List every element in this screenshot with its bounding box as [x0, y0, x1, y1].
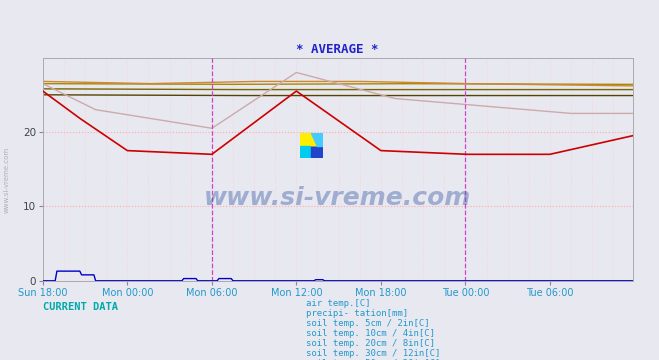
- Polygon shape: [312, 133, 323, 146]
- Text: soil temp. 30cm / 12in[C]: soil temp. 30cm / 12in[C]: [306, 349, 441, 359]
- Text: soil temp. 50cm / 20in[C]: soil temp. 50cm / 20in[C]: [306, 359, 441, 360]
- Text: www.si-vreme.com: www.si-vreme.com: [3, 147, 10, 213]
- Title: * AVERAGE *: * AVERAGE *: [297, 44, 379, 57]
- Polygon shape: [300, 133, 317, 146]
- Text: soil temp. 20cm / 8in[C]: soil temp. 20cm / 8in[C]: [306, 339, 436, 348]
- Polygon shape: [312, 133, 323, 146]
- Polygon shape: [300, 133, 312, 146]
- Text: soil temp. 5cm / 2in[C]: soil temp. 5cm / 2in[C]: [306, 319, 430, 328]
- Polygon shape: [312, 146, 323, 158]
- Text: www.si-vreme.com: www.si-vreme.com: [204, 186, 471, 210]
- Text: CURRENT DATA: CURRENT DATA: [43, 302, 118, 312]
- Text: soil temp. 10cm / 4in[C]: soil temp. 10cm / 4in[C]: [306, 329, 436, 338]
- Polygon shape: [300, 146, 312, 158]
- Text: air temp.[C]: air temp.[C]: [306, 299, 371, 308]
- Text: precipi- tation[mm]: precipi- tation[mm]: [306, 309, 409, 318]
